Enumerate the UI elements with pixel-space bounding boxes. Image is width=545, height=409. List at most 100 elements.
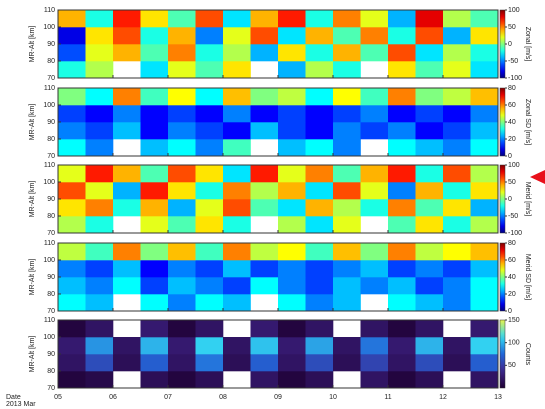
heatmap-cell xyxy=(443,165,471,183)
heatmap-cell xyxy=(470,182,499,200)
heatmap-cell xyxy=(85,44,114,62)
heatmap-cell xyxy=(223,139,251,157)
heatmap-cell xyxy=(223,44,251,62)
heatmap-cell xyxy=(195,27,224,45)
heatmap-cell xyxy=(113,199,141,217)
heatmap-cell xyxy=(415,216,444,234)
heatmap-cell xyxy=(333,139,361,157)
colorbar-tick-label: 50 xyxy=(508,362,516,369)
heatmap-cell xyxy=(470,243,499,261)
heatmap-cell xyxy=(250,88,279,106)
heatmap-cell xyxy=(360,277,389,295)
heatmap-cell xyxy=(443,61,471,79)
heatmap-cell xyxy=(470,320,499,338)
heatmap-cell xyxy=(85,182,114,200)
heatmap-cell xyxy=(415,354,444,372)
heatmap-cell xyxy=(278,277,306,295)
y-tick-label: 110 xyxy=(44,240,55,247)
heatmap-cell xyxy=(195,243,224,261)
y-tick-label: 80 xyxy=(47,58,55,65)
heatmap-cell xyxy=(140,165,169,183)
heatmap-cell xyxy=(470,88,499,106)
heatmap-cell xyxy=(223,88,251,106)
heatmap-cell xyxy=(415,260,444,278)
heatmap-cell xyxy=(168,243,196,261)
heatmap-cell xyxy=(470,354,499,372)
heatmap-cell xyxy=(223,337,251,355)
y-tick-label: 90 xyxy=(47,274,55,281)
heatmap-cell xyxy=(85,88,114,106)
heatmap-cell xyxy=(470,216,499,234)
heatmap-cell xyxy=(140,10,169,28)
y-tick-label: 110 xyxy=(44,162,55,169)
x-tick-label: 12 xyxy=(439,394,447,401)
heatmap-cell xyxy=(305,294,334,312)
heatmap-cell xyxy=(305,371,334,389)
heatmap-cell xyxy=(305,337,334,355)
heatmap-cell xyxy=(415,44,444,62)
heatmap-cell xyxy=(443,122,471,140)
heatmap-cell xyxy=(168,277,196,295)
heatmap-cell xyxy=(278,337,306,355)
heatmap-cell xyxy=(333,122,361,140)
colorbar-tick-label: 0 xyxy=(508,153,512,160)
y-tick-label: 90 xyxy=(47,196,55,203)
heatmap-cell xyxy=(195,277,224,295)
heatmap-cell xyxy=(195,10,224,28)
heatmap-cell xyxy=(140,139,169,157)
heatmap-cell xyxy=(388,139,416,157)
heatmap-cell xyxy=(305,44,334,62)
heatmap-cell xyxy=(223,27,251,45)
heatmap-cell xyxy=(223,165,251,183)
heatmap-cell xyxy=(333,10,361,28)
heatmap-cell xyxy=(278,165,306,183)
heatmap-cell xyxy=(388,165,416,183)
heatmap-cell xyxy=(278,354,306,372)
heatmap-cell xyxy=(278,10,306,28)
colorbar-tick-label: 20 xyxy=(508,136,516,143)
heatmap-cell xyxy=(58,27,86,45)
heatmap-cell xyxy=(195,371,224,389)
y-tick-label: 80 xyxy=(47,368,55,375)
heatmap-cell xyxy=(85,139,114,157)
heatmap-cell xyxy=(195,216,224,234)
heatmap-cell xyxy=(305,216,334,234)
heatmap-cell xyxy=(305,320,334,338)
heatmap-cell xyxy=(470,10,499,28)
y-tick-label: 100 xyxy=(43,24,55,31)
heatmap-cell xyxy=(168,354,196,372)
heatmap-cell xyxy=(223,10,251,28)
colorbar-tick-label: 40 xyxy=(508,119,516,126)
heatmap-cell xyxy=(113,105,141,123)
colorbar-tick-label: 0 xyxy=(508,41,512,48)
colorbar-tick-label: 80 xyxy=(508,240,516,247)
heatmap-cell xyxy=(85,243,114,261)
heatmap-cell xyxy=(360,243,389,261)
heatmap-cell xyxy=(415,277,444,295)
colorbar-tick-label: 60 xyxy=(508,257,516,264)
heatmap-cell xyxy=(443,27,471,45)
heatmap-cell xyxy=(305,61,334,79)
heatmap-cell xyxy=(113,165,141,183)
heatmap-cell xyxy=(360,354,389,372)
heatmap-cell xyxy=(140,337,169,355)
heatmap-cell xyxy=(140,216,169,234)
marker-arrow[interactable] xyxy=(530,170,545,184)
heatmap-cell xyxy=(140,354,169,372)
x-axis-label: Date xyxy=(6,394,21,401)
heatmap-cell xyxy=(388,294,416,312)
y-tick-label: 70 xyxy=(47,385,55,392)
heatmap-cell xyxy=(85,277,114,295)
heatmap-cell xyxy=(223,354,251,372)
heatmap-cell xyxy=(470,294,499,312)
heatmap-cell xyxy=(140,44,169,62)
heatmap-cell xyxy=(278,199,306,217)
heatmap-cell xyxy=(113,182,141,200)
heatmap-cell xyxy=(140,199,169,217)
colorbar-tick-label: 80 xyxy=(508,85,516,92)
heatmap-cell xyxy=(113,354,141,372)
y-tick-label: 100 xyxy=(43,334,55,341)
heatmap-cell xyxy=(278,260,306,278)
colorbar-tick-label: -50 xyxy=(508,213,518,220)
heatmap-cell xyxy=(58,354,86,372)
